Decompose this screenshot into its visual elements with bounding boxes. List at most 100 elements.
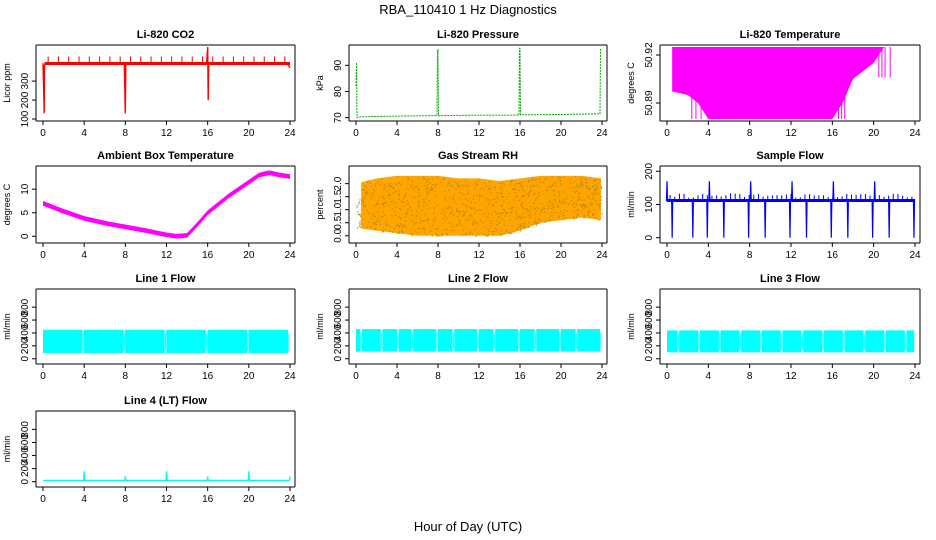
data-point: [557, 204, 559, 206]
data-point: [382, 211, 385, 213]
data-point: [362, 198, 364, 200]
data-point: [398, 232, 400, 234]
data-point: [560, 183, 562, 185]
y-axis-label: ml/min: [626, 191, 636, 218]
data-point: [546, 177, 548, 180]
data-point: [468, 233, 470, 236]
data-point: [548, 200, 551, 202]
series-band: [361, 175, 601, 236]
data-point: [437, 227, 439, 229]
flow-band: [699, 330, 719, 353]
data-point: [371, 213, 373, 215]
data-point: [384, 214, 386, 217]
data-point: [585, 205, 587, 207]
data-point: [376, 203, 378, 206]
data-point: [492, 204, 494, 206]
data-point: [500, 212, 502, 214]
data-point: [426, 186, 429, 188]
data-point: [429, 189, 431, 191]
data-point: [574, 202, 576, 204]
data-point: [436, 177, 438, 179]
data-point: [406, 211, 408, 213]
data-point: [511, 188, 513, 190]
data-point: [447, 233, 449, 235]
data-point: [523, 225, 525, 227]
data-point: [433, 208, 435, 210]
data-point: [593, 185, 595, 187]
data-point: [465, 198, 467, 200]
x-tick-label: 16: [827, 250, 839, 261]
data-point: [398, 225, 400, 227]
data-point: [535, 197, 538, 199]
data-point: [583, 207, 585, 210]
data-point: [368, 181, 370, 183]
data-point: [391, 231, 394, 233]
data-point: [402, 205, 404, 207]
y-tick-label: 400: [333, 324, 344, 341]
data-point: [479, 195, 481, 197]
data-point: [423, 185, 426, 187]
data-point: [599, 205, 601, 207]
data-point: [358, 203, 360, 205]
x-tick-label: 24: [909, 250, 921, 261]
y-tick-label: 200: [644, 163, 655, 180]
data-point: [588, 211, 590, 213]
data-point: [383, 203, 385, 205]
y-tick-label: 200: [20, 337, 31, 354]
data-point: [464, 212, 466, 214]
data-point: [534, 213, 537, 215]
data-point: [431, 189, 433, 191]
data-point: [583, 199, 585, 201]
figure-x-label: Hour of Day (UTC): [414, 519, 522, 534]
data-point: [589, 198, 591, 200]
data-point: [393, 227, 396, 230]
data-point: [516, 196, 518, 198]
data-point: [398, 198, 400, 200]
data-point: [533, 202, 535, 205]
data-point: [423, 231, 425, 233]
data-point: [570, 182, 572, 184]
data-layer: [43, 471, 291, 482]
data-point: [441, 209, 443, 211]
data-point: [548, 219, 550, 222]
y-tick-label: 0: [333, 356, 344, 362]
data-point: [583, 203, 585, 205]
data-point: [562, 191, 564, 193]
data-point: [472, 224, 474, 226]
data-point: [553, 212, 556, 214]
data-point: [382, 231, 384, 233]
data-point: [451, 185, 454, 187]
data-point: [576, 199, 579, 201]
data-point: [558, 199, 561, 201]
data-point: [522, 202, 524, 204]
data-point: [594, 191, 597, 193]
data-point: [510, 181, 513, 183]
data-point: [549, 201, 552, 203]
data-point: [357, 227, 359, 229]
data-point: [558, 195, 560, 197]
data-point: [482, 222, 484, 224]
data-point: [476, 184, 478, 186]
data-point: [474, 202, 476, 204]
data-point: [359, 199, 361, 201]
data-point: [385, 223, 387, 225]
data-point: [501, 185, 503, 188]
data-point: [487, 212, 490, 214]
data-point: [548, 207, 550, 209]
x-tick-label: 8: [123, 128, 129, 139]
data-point: [598, 203, 600, 206]
data-point: [461, 184, 463, 186]
data-point: [400, 218, 402, 220]
data-point: [449, 222, 451, 225]
data-point: [529, 217, 531, 219]
data-point: [372, 188, 375, 191]
data-point: [432, 184, 434, 186]
data-point: [516, 229, 518, 231]
data-point: [436, 228, 439, 230]
data-point: [386, 190, 388, 192]
data-point: [434, 190, 436, 193]
data-point: [446, 185, 449, 187]
data-point: [596, 203, 598, 205]
data-point: [511, 179, 513, 181]
flow-band: [207, 329, 247, 353]
